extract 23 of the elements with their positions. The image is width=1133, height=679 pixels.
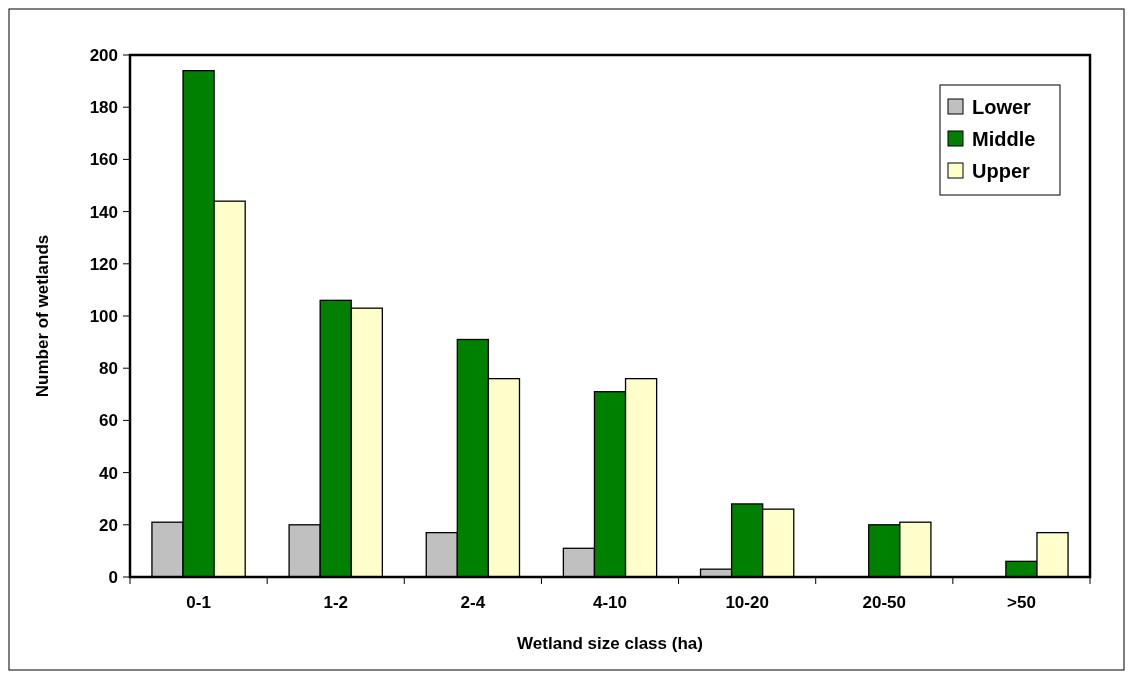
y-tick-label: 160 — [89, 150, 118, 170]
x-axis-title: Wetland size class (ha) — [517, 634, 703, 653]
y-tick-label: 120 — [89, 254, 118, 274]
y-axis-title: Number of wetlands — [33, 234, 52, 398]
y-tick-label: 40 — [99, 463, 118, 483]
x-tick-label: >50 — [1007, 593, 1036, 612]
y-tick-label: 180 — [89, 98, 118, 118]
x-tick-label: 20-50 — [862, 593, 907, 612]
legend-label: Middle — [972, 128, 1036, 150]
x-tick-label: 10-20 — [725, 593, 769, 612]
x-tick-label: 4-10 — [592, 593, 628, 612]
legend-label: Lower — [972, 96, 1032, 118]
x-tick-label: 2-4 — [460, 593, 486, 612]
x-tick-label: 1-2 — [323, 593, 348, 612]
y-tick-label: 140 — [89, 202, 118, 222]
y-tick-label: 60 — [99, 411, 118, 431]
y-tick-label: 20 — [99, 515, 118, 535]
x-tick-label: 0-1 — [186, 593, 211, 612]
y-tick-label: 80 — [99, 359, 118, 379]
y-tick-label: 100 — [89, 306, 118, 326]
legend-label: Upper — [972, 160, 1030, 182]
y-tick-label: 0 — [108, 567, 118, 587]
y-tick-label: 200 — [89, 45, 118, 65]
